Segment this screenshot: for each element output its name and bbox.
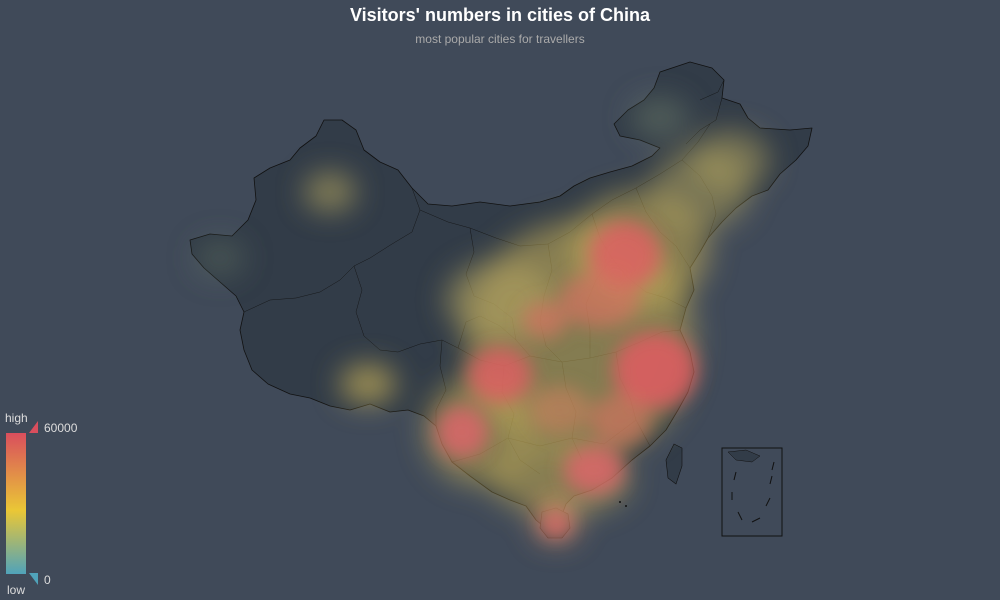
legend-min-handle[interactable]	[29, 573, 38, 585]
legend-high-label: high	[5, 411, 28, 425]
legend-max-value: 60000	[44, 421, 78, 435]
heat-hotspots	[436, 221, 697, 536]
legend-gradient-bar[interactable]	[6, 433, 26, 574]
legend-max-handle[interactable]	[29, 421, 38, 433]
legend-min-value: 0	[44, 573, 51, 587]
taiwan-island	[665, 443, 683, 485]
south-china-sea-inset	[721, 447, 783, 537]
visual-map-legend: high 60000 0 low	[0, 0, 120, 600]
chart-subtitle: most popular cities for travellers	[415, 32, 585, 46]
legend-low-label: low	[7, 583, 26, 597]
chart-title: Visitors' numbers in cities of China	[349, 5, 650, 25]
